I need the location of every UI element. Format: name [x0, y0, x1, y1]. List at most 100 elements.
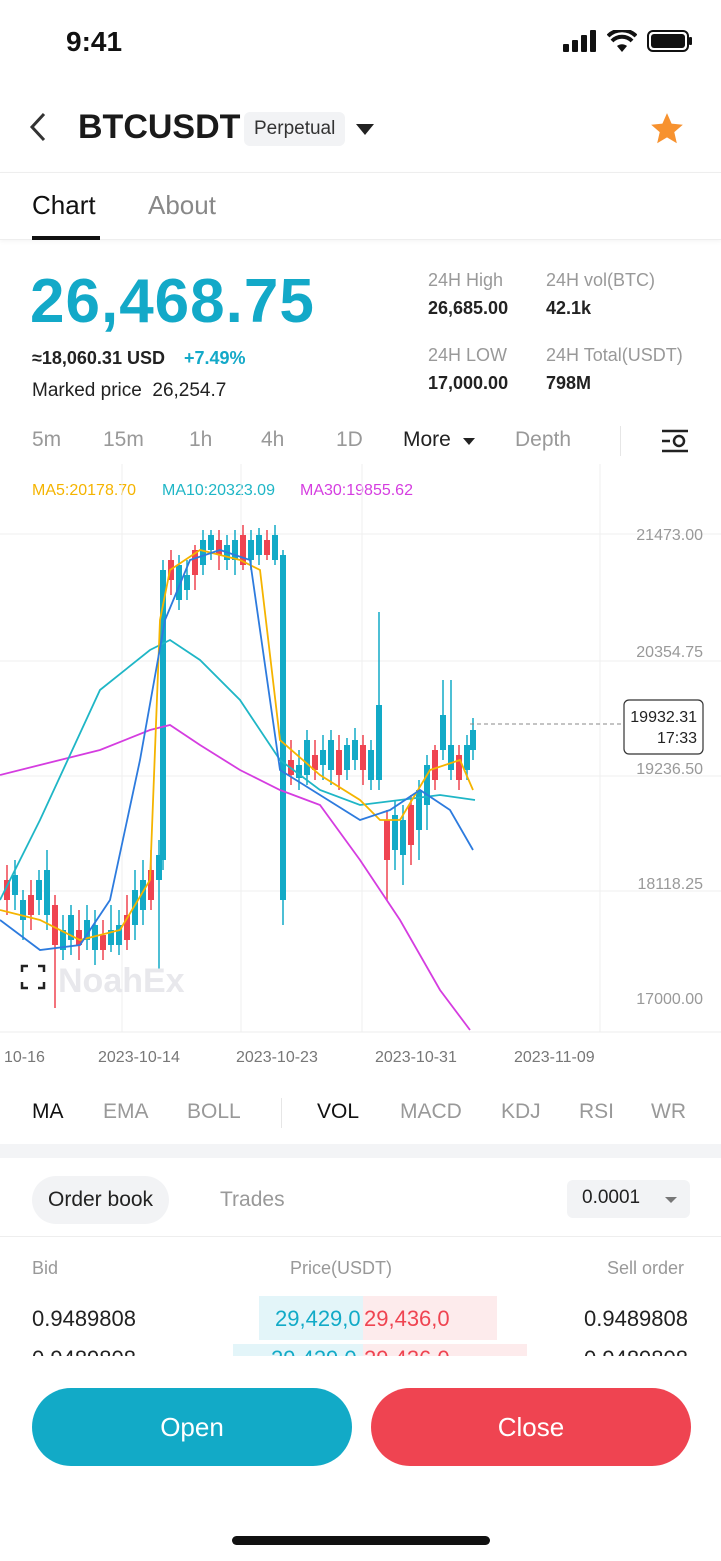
indicator-ema[interactable]: EMA: [103, 1100, 149, 1123]
ask-depth-bar: [363, 1344, 527, 1356]
tab-order-book[interactable]: Order book: [32, 1176, 170, 1224]
favorite-star-icon[interactable]: [648, 110, 686, 153]
interval-depth[interactable]: Depth: [515, 428, 572, 451]
candle-body: [328, 740, 334, 770]
interval-1d[interactable]: 1D: [336, 428, 363, 451]
order-book-divider: [0, 1236, 721, 1237]
candle-body: [464, 745, 470, 770]
candle-body: [216, 540, 222, 555]
bid-depth-bar: [233, 1344, 363, 1356]
order-book-rows: 0.9489808 29,429,0 29,436,0 0.9489808 0.…: [0, 1296, 721, 1356]
chart-settings-icon[interactable]: [660, 428, 690, 459]
interval-1h[interactable]: 1h: [189, 428, 213, 451]
y-tick-label: 20354.75: [636, 644, 703, 661]
status-icons: [563, 30, 693, 52]
sell-header: Sell order: [607, 1258, 685, 1278]
candle-body: [470, 730, 476, 750]
indicator-ma[interactable]: MA: [32, 1100, 64, 1123]
sell-amount: 0.9489808: [584, 1306, 688, 1331]
open-button[interactable]: Open: [32, 1388, 352, 1466]
contract-type-badge: Perpetual: [244, 112, 346, 146]
ask-depth-bar: [363, 1296, 497, 1340]
indicator-wr[interactable]: WR: [651, 1100, 686, 1123]
indicator-divider: [281, 1098, 282, 1128]
ask-price[interactable]: 29,436,0: [364, 1346, 450, 1356]
indicator-boll[interactable]: BOLL: [187, 1100, 241, 1123]
candle-body: [44, 870, 50, 915]
chevron-left-icon: [29, 112, 46, 142]
ma10-legend: MA10:20323.09: [162, 482, 275, 499]
price-header: Price(USDT): [290, 1258, 392, 1278]
bid-price[interactable]: 29,429,0: [275, 1306, 361, 1331]
usd-equivalent: ≈18,060.31 USD: [32, 348, 165, 368]
candle-body: [416, 790, 422, 830]
tab-trades[interactable]: Trades: [220, 1188, 285, 1211]
candlestick-chart[interactable]: 21473.00 20354.75 19236.50 18118.25 17000.00…: [0, 464, 721, 1084]
candle-body: [92, 925, 98, 950]
signal-icon: [563, 30, 596, 52]
candle-body: [248, 540, 254, 560]
candle-body: [400, 820, 406, 855]
indicator-macd[interactable]: MACD: [400, 1100, 462, 1123]
candle-body: [376, 705, 382, 780]
candle-body: [60, 930, 66, 950]
candle-body: [424, 765, 430, 805]
low-value: 17,000.00: [428, 373, 509, 393]
candle-body: [352, 740, 358, 760]
interval-more[interactable]: More: [403, 428, 451, 451]
bid-depth-bar: [259, 1296, 363, 1340]
status-time: 9:41: [66, 26, 123, 57]
candle-body: [160, 570, 166, 860]
candle-body: [240, 535, 246, 565]
candle-body: [392, 815, 398, 850]
candle-body: [140, 880, 146, 910]
candle-body: [124, 915, 130, 940]
candle-body: [28, 895, 34, 915]
indicator-rsi[interactable]: RSI: [579, 1100, 615, 1123]
ma-extra-line: [0, 549, 474, 951]
tab-chart[interactable]: Chart: [32, 190, 96, 220]
symbol-title[interactable]: BTCUSDT: [78, 108, 241, 146]
symbol-dropdown-icon[interactable]: [356, 124, 374, 135]
interval-15m[interactable]: 15m: [103, 428, 144, 451]
candle-body: [184, 575, 190, 590]
fullscreen-icon[interactable]: [20, 964, 46, 990]
bid-price[interactable]: 29,429,0: [271, 1346, 357, 1356]
candle-body: [456, 755, 462, 780]
candle-body: [200, 540, 206, 565]
x-tick-label: 2023-10-31: [375, 1049, 457, 1066]
candle-body: [52, 905, 58, 945]
y-tick-label: 19236.50: [636, 761, 703, 778]
y-tick-label: 17000.00: [636, 991, 703, 1008]
candle-body: [68, 915, 74, 940]
candle-body: [432, 750, 438, 780]
bid-amount: 0.9489808: [32, 1306, 136, 1331]
indicator-kdj[interactable]: KDJ: [501, 1100, 541, 1123]
tab-bar: [0, 172, 721, 240]
marked-price: Marked price 26,254.7: [32, 380, 226, 402]
close-button[interactable]: Close: [371, 1388, 691, 1466]
back-button[interactable]: [26, 110, 48, 153]
candle-body: [100, 935, 106, 950]
tab-about[interactable]: About: [148, 190, 216, 220]
x-tick-label: 10-16: [4, 1049, 45, 1066]
candle-body: [264, 540, 270, 555]
marked-price-label: Marked price: [32, 380, 142, 401]
interval-4h[interactable]: 4h: [261, 428, 285, 451]
interval-5m[interactable]: 5m: [32, 428, 62, 451]
ask-price[interactable]: 29,436,0: [364, 1306, 450, 1331]
indicator-vol[interactable]: VOL: [317, 1100, 360, 1123]
section-separator: [0, 1144, 721, 1158]
candle-body: [256, 535, 262, 555]
candle-body: [320, 750, 326, 765]
bid-header: Bid: [32, 1258, 59, 1278]
battery-icon: [647, 30, 692, 52]
change-percent: +7.49%: [184, 348, 246, 368]
wifi-icon: [607, 30, 637, 52]
candle-body: [312, 755, 318, 770]
candle-body: [232, 540, 238, 560]
home-indicator: [232, 1536, 490, 1545]
ma5-line: [0, 549, 474, 941]
ma30-line: [0, 724, 471, 1031]
candle-body: [108, 930, 114, 945]
